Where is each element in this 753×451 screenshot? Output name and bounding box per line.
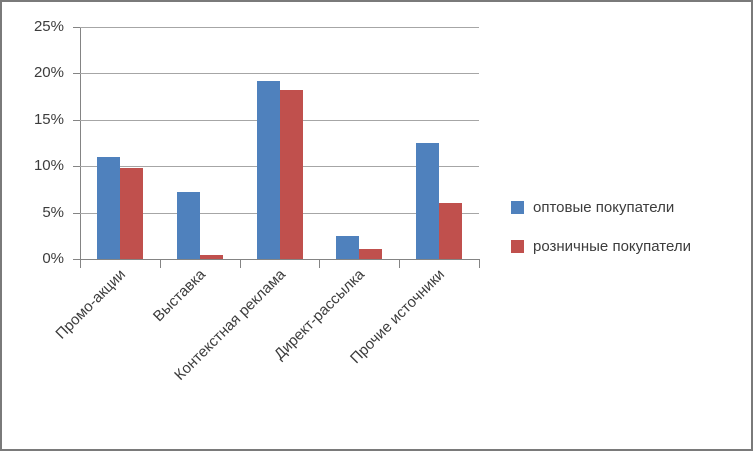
legend-item: розничные покупатели	[511, 238, 691, 255]
y-axis-tick-label: 5%	[42, 204, 64, 221]
x-category-label: Прочие источники	[347, 266, 449, 368]
y-axis-tick-label: 0%	[42, 250, 64, 267]
x-axis-line	[80, 259, 480, 260]
legend-swatch	[511, 201, 524, 214]
legend-swatch	[511, 240, 524, 253]
y-axis-tick	[73, 259, 80, 260]
y-axis-line	[80, 27, 81, 259]
bar-series-0-cat-3	[336, 236, 359, 259]
y-axis-tick	[73, 73, 80, 74]
y-axis-tick	[73, 213, 80, 214]
bar-series-1-cat-1	[200, 255, 223, 259]
x-axis-tick	[319, 259, 320, 268]
x-category-label: Выставка	[149, 266, 210, 326]
legend-item: оптовые покупатели	[511, 199, 691, 216]
x-category-label: Директ-рассылка	[270, 266, 369, 364]
x-axis-tick	[399, 259, 400, 268]
bar-series-0-cat-1	[177, 192, 200, 259]
y-axis-tick-label: 15%	[33, 111, 64, 128]
y-axis-tick	[73, 27, 80, 28]
bar-series-1-cat-4	[439, 203, 462, 259]
y-axis-tick	[73, 166, 80, 167]
y-axis-tick	[73, 120, 80, 121]
x-category-label: Контекстная реклама	[171, 266, 290, 384]
gridline	[80, 27, 479, 28]
bar-series-1-cat-3	[359, 249, 382, 259]
x-axis-tick	[80, 259, 81, 268]
bar-series-0-cat-4	[416, 143, 439, 259]
x-axis-tick	[240, 259, 241, 268]
y-axis-tick-label: 25%	[33, 18, 64, 35]
x-axis-tick	[160, 259, 161, 268]
gridline	[80, 73, 479, 74]
y-axis-tick-label: 20%	[33, 64, 64, 81]
bar-series-1-cat-2	[280, 90, 303, 259]
legend-item-label: оптовые покупатели	[533, 199, 675, 216]
bar-series-1-cat-0	[120, 168, 143, 259]
legend: оптовые покупатели розничные покупатели	[511, 199, 691, 255]
bar-series-0-cat-0	[97, 157, 120, 259]
y-axis-tick-label: 10%	[33, 157, 64, 174]
legend-item-label: розничные покупатели	[533, 238, 691, 255]
x-axis-tick	[479, 259, 480, 268]
bar-series-0-cat-2	[257, 81, 280, 259]
